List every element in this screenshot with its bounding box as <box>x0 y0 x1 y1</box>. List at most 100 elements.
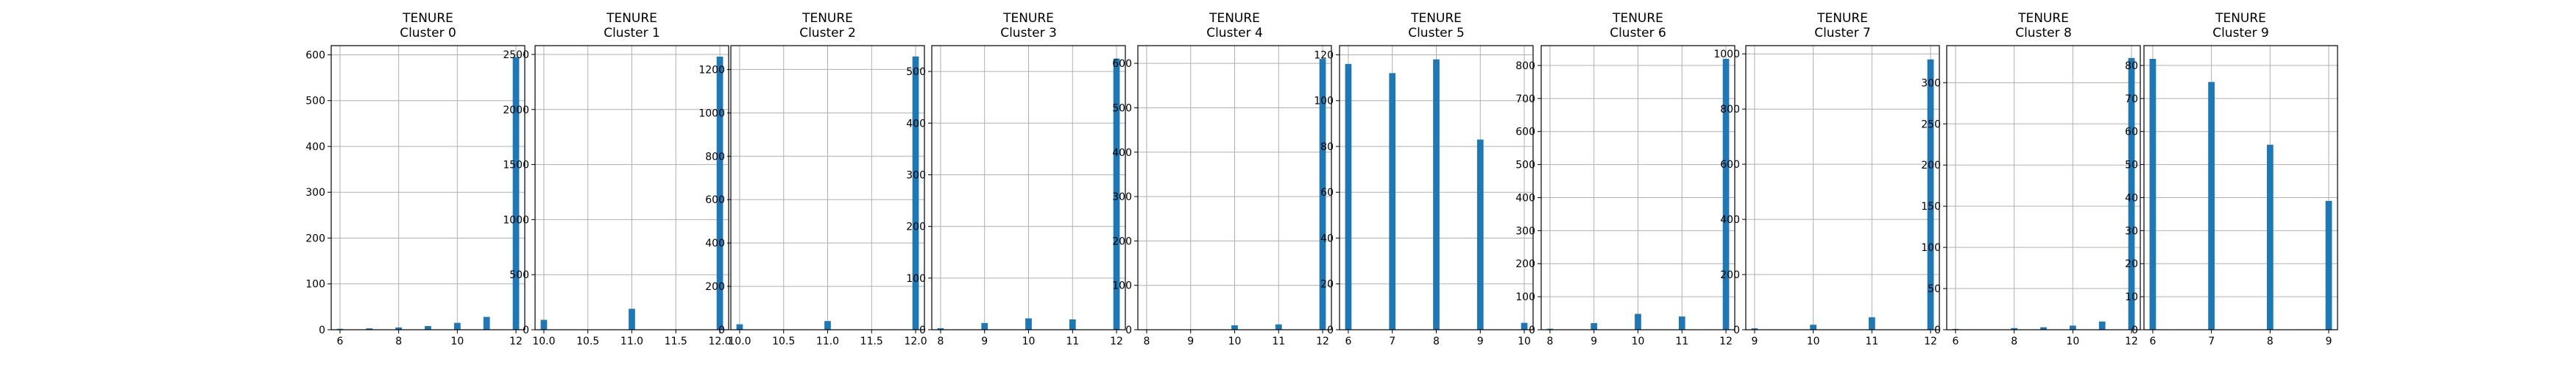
histogram-bar <box>1810 325 1817 330</box>
y-tick-label: 600 <box>705 194 725 206</box>
y-tick-label: 300 <box>1921 77 1941 89</box>
y-tick-label: 400 <box>1112 147 1132 159</box>
y-tick-label: 0 <box>1327 325 1334 336</box>
x-tick-label: 11.5 <box>860 336 883 347</box>
histogram-bar <box>540 319 548 330</box>
x-tick-label: 8 <box>1143 336 1150 347</box>
chart-title-variable: TENURE <box>1612 11 1663 26</box>
subplot-cluster-4: 8 9 10 11 120100200300400500600TENURECluster… <box>1112 11 1332 347</box>
y-tick-label: 400 <box>305 141 325 153</box>
y-tick-label: 400 <box>1515 192 1535 204</box>
y-tick-label: 700 <box>1515 93 1535 105</box>
x-tick-label: 7 <box>2208 336 2215 347</box>
x-tick-label: 7 <box>1389 336 1395 347</box>
histogram-bar <box>512 57 520 330</box>
y-tick-label: 100 <box>1921 242 1941 254</box>
x-tick-label: 10 <box>2066 336 2079 347</box>
y-tick-label: 20 <box>1320 279 1334 291</box>
histogram-bar <box>395 327 403 330</box>
histogram-bar <box>736 324 743 330</box>
y-tick-label: 200 <box>305 233 325 244</box>
y-tick-label: 80 <box>1320 141 1334 153</box>
x-tick-label: 11 <box>1865 336 1878 347</box>
x-tick-label: 10 <box>450 336 464 347</box>
chart-title-cluster: Cluster 9 <box>2212 26 2269 40</box>
x-tick-label: 8 <box>2267 336 2274 347</box>
histogram-bar <box>1678 316 1685 330</box>
y-tick-label: 400 <box>906 118 926 130</box>
histogram-bar <box>1868 317 1875 330</box>
subplot-cluster-2: 10.0 10.5 11.0 11.5 12.002004006008001000120… <box>698 11 927 347</box>
axes-frame <box>330 45 526 330</box>
histogram-bar <box>2011 328 2018 330</box>
chart-title-cluster: Cluster 6 <box>1610 26 1666 40</box>
histogram-bar <box>1476 139 1484 330</box>
y-tick-label: 1000 <box>1713 49 1740 60</box>
y-tick-label: 300 <box>1515 225 1535 237</box>
histogram-bar <box>1389 73 1396 330</box>
axes-frame <box>1946 45 2141 330</box>
histogram-bar <box>937 328 944 330</box>
chart-title-variable: TENURE <box>606 11 657 26</box>
x-tick-label: 8 <box>2011 336 2017 347</box>
x-tick-label: 8 <box>1546 336 1553 347</box>
x-tick-label: 12.0 <box>708 336 731 347</box>
y-tick-label: 1500 <box>503 160 529 171</box>
x-tick-label: 8 <box>1433 336 1440 347</box>
axes-frame <box>2143 45 2338 330</box>
histogram-bar <box>1546 328 1554 330</box>
subplot-cluster-6: 8 9 10 11 12 0 100 200 300 400 500 600 700 800 TENUREC… <box>1515 11 1735 347</box>
y-tick-label: 500 <box>1515 160 1535 171</box>
y-tick-label: 200 <box>1921 160 1941 171</box>
histogram-bar <box>1433 59 1440 330</box>
axes-frame <box>1745 45 1940 330</box>
histogram-bar <box>483 316 490 330</box>
y-tick-label: 40 <box>2125 192 2138 204</box>
y-tick-label: 800 <box>1720 104 1740 116</box>
x-tick-label: 11 <box>1272 336 1285 347</box>
x-tick-label: 12 <box>2125 336 2138 347</box>
y-tick-label: 200 <box>1515 258 1535 270</box>
chart-title-variable: TENURE <box>1002 11 1054 26</box>
histogram-bar <box>1927 59 1934 330</box>
y-tick-label: 200 <box>1720 269 1740 281</box>
x-tick-label: 10.0 <box>532 336 555 347</box>
histogram-bar <box>824 321 831 330</box>
histogram-bar <box>1722 58 1730 330</box>
x-tick-label: 11.5 <box>665 336 687 347</box>
y-tick-label: 0 <box>919 325 926 336</box>
chart-title-cluster: Cluster 7 <box>1814 26 1871 40</box>
x-tick-label: 12 <box>1110 336 1123 347</box>
chart-title-cluster: Cluster 4 <box>1206 26 1263 40</box>
histogram-bar <box>1521 322 1528 330</box>
histogram-bar <box>1231 325 1238 330</box>
histogram-bar <box>629 308 635 330</box>
y-tick-label: 0 <box>2131 325 2138 336</box>
x-tick-label: 6 <box>1952 336 1958 347</box>
y-tick-label: 200 <box>1112 236 1132 247</box>
y-tick-label: 800 <box>1515 60 1535 72</box>
chart-title-variable: TENURE <box>1816 11 1868 26</box>
y-tick-label: 500 <box>509 269 529 281</box>
x-tick-label: 12 <box>509 336 523 347</box>
chart-title-variable: TENURE <box>802 11 853 26</box>
y-tick-label: 0 <box>718 325 725 336</box>
x-tick-label: 10.5 <box>576 336 599 347</box>
y-tick-label: 80 <box>2125 60 2138 72</box>
y-tick-label: 0 <box>1733 325 1740 336</box>
y-tick-label: 1200 <box>698 64 725 76</box>
x-tick-label: 9 <box>1751 336 1758 347</box>
chart-title-variable: TENURE <box>1209 11 1260 26</box>
y-tick-label: 10 <box>2125 291 2138 303</box>
histogram-bar <box>1319 59 1326 330</box>
x-tick-label: 10 <box>1632 336 1645 347</box>
histogram-bar <box>2208 82 2215 330</box>
x-tick-label: 9 <box>981 336 988 347</box>
x-tick-label: 6 <box>1345 336 1351 347</box>
chart-title-cluster: Cluster 5 <box>1408 26 1465 40</box>
y-tick-label: 30 <box>2125 225 2138 237</box>
x-tick-label: 10 <box>1518 336 1531 347</box>
